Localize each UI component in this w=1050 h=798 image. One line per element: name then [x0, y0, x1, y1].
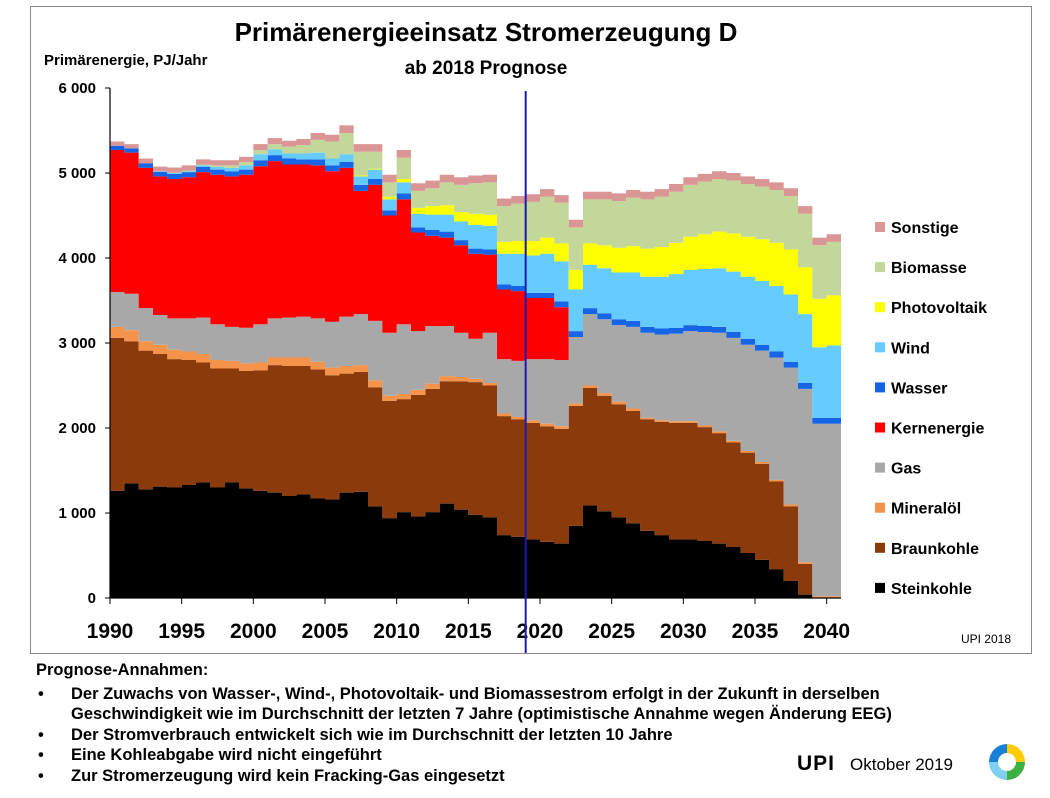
bullet-4: •	[38, 766, 44, 785]
area-steinkohle	[110, 482, 841, 598]
logo-swirl-green	[1007, 762, 1025, 780]
y-tick-label: 1 000	[58, 505, 96, 522]
legend-label-steinkohle: Steinkohle	[891, 581, 972, 598]
legend-swatch-wind	[875, 342, 885, 353]
y-tick-label: 6 000	[58, 80, 96, 97]
legend-swatch-braunkohle	[875, 542, 885, 553]
assumptions-list: • Der Zuwachs von Wasser-, Wind-, Photovo…	[36, 684, 996, 787]
assumption-item: • Eine Kohleabgabe wird nicht eingeführt	[36, 745, 996, 766]
bullet-2: •	[38, 725, 44, 744]
legend-label-braunkohle: Braunkohle	[891, 541, 979, 558]
x-tick-label: 2035	[732, 620, 779, 643]
y-tick-label: 4 000	[58, 250, 96, 267]
y-axis-label: Primärenergie, PJ/Jahr	[44, 52, 208, 69]
area-kernenergie	[110, 150, 841, 424]
legend-label-sonstige: Sonstige	[891, 220, 959, 237]
assumption-text-1: Der Zuwachs von Wasser-, Wind-, Photovol…	[71, 684, 892, 724]
chart-title: Primärenergieeinsatz Stromerzeugung D	[235, 17, 738, 47]
logo-swirl-yellow	[1007, 744, 1025, 762]
area-wind	[110, 145, 841, 418]
legend-label-wasser: Wasser	[891, 380, 947, 397]
footer-org: UPI	[797, 752, 836, 775]
assumption-text-2: Der Stromverbrauch entwickelt sich wie i…	[71, 725, 673, 744]
legend-swatch-steinkohle	[875, 582, 885, 593]
legend-label-wind: Wind	[891, 340, 930, 357]
assumption-item: • Zur Stromerzeugung wird kein Fracking-G…	[36, 766, 996, 787]
y-tick-label: 2 000	[58, 420, 96, 437]
legend-label-biomasse: Biomasse	[891, 260, 967, 277]
logo-swirl-blue	[989, 744, 1007, 762]
assumptions-heading: Prognose-Annahmen:	[36, 661, 209, 679]
y-tick-label: 3 000	[58, 335, 96, 352]
area-biomasse	[110, 133, 841, 299]
legend-swatch-mineraloel	[875, 502, 885, 513]
x-tick-label: 1990	[87, 620, 134, 643]
x-ticks: 1990 1995 2000 2005 2010 2015 2020 2025 2030 2035…	[87, 598, 850, 643]
legend-swatch-photovoltaik	[875, 302, 885, 313]
legend-label-mineraloel: Mineralöl	[891, 501, 961, 518]
forecast-assumptions: Prognose-Annahmen: • Der Zuwachs von Wass…	[36, 660, 996, 786]
x-tick-label: 2025	[588, 620, 635, 643]
assumption-text-3: Eine Kohleabgabe wird nicht eingeführt	[71, 746, 382, 764]
x-tick-label: 2020	[517, 620, 564, 643]
assumption-item: • Der Zuwachs von Wasser-, Wind-, Photovo…	[36, 684, 996, 725]
legend-swatch-kernenergie	[875, 422, 885, 433]
area-photovoltaik	[110, 145, 841, 348]
upi-logo-icon	[989, 744, 1025, 780]
bullet-3: •	[38, 746, 44, 764]
chart-frame: Primärenergieeinsatz Stromerzeugung D ab …	[30, 6, 1032, 654]
x-tick-label: 2040	[803, 620, 850, 643]
y-tick-label: 5 000	[58, 165, 96, 182]
legend-label-kernenergie: Kernenergie	[891, 421, 984, 438]
footer-date: Oktober 2019	[850, 755, 954, 774]
x-tick-label: 2010	[373, 620, 420, 643]
logo-swirl-lightblue	[989, 762, 1007, 780]
x-tick-label: 2015	[445, 620, 492, 643]
x-tick-label: 2000	[230, 620, 277, 643]
legend-swatch-gas	[875, 462, 885, 473]
area-gas	[110, 292, 841, 597]
assumption-item: • Der Stromverbrauch entwickelt sich wie …	[36, 725, 996, 746]
chart-subtitle: ab 2018 Prognose	[405, 58, 568, 79]
legend-label-photovoltaik: Photovoltaik	[891, 300, 987, 317]
y-tick-label: 0	[88, 590, 96, 607]
area-mineraloel	[110, 326, 841, 598]
bullet-1: •	[38, 684, 44, 703]
legend-swatch-biomasse	[875, 262, 885, 273]
legend-label-gas: Gas	[891, 461, 921, 478]
chart-credit: UPI 2018	[961, 632, 1011, 646]
area-wasser	[110, 145, 841, 424]
x-tick-label: 2005	[302, 620, 349, 643]
x-tick-label: 1995	[158, 620, 205, 643]
legend: Sonstige Biomasse Photovoltaik Wind Wasser Ke…	[875, 220, 987, 598]
area-layers	[110, 125, 841, 598]
legend-swatch-sonstige	[875, 222, 885, 232]
assumption-text-4: Zur Stromerzeugung wird kein Fracking-Ga…	[71, 766, 505, 785]
stacked-area-chart: Primärenergieeinsatz Stromerzeugung D ab …	[44, 17, 1011, 653]
x-tick-label: 2030	[660, 620, 707, 643]
area-braunkohle	[110, 337, 841, 598]
legend-swatch-wasser	[875, 382, 885, 393]
y-ticks: 0 1 000 2 000 3 000 4 000 5 000 6 000	[58, 80, 110, 607]
